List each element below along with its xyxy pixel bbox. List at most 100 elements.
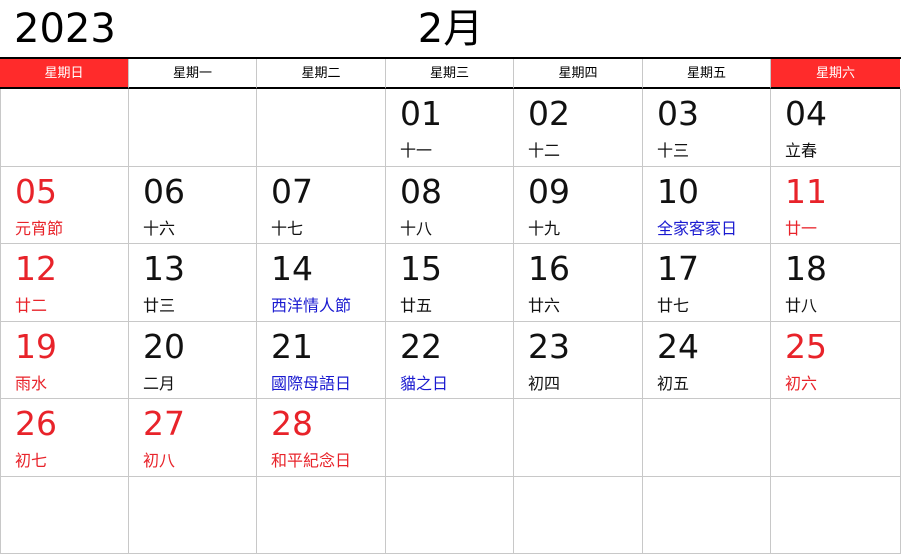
day-cell: 16 廿六 [514, 244, 643, 322]
day-note: 和平紀念日 [271, 451, 352, 470]
day-note: 元宵節 [15, 219, 64, 238]
day-cell: 12 廿二 [0, 244, 129, 322]
day-note: 初四 [528, 374, 561, 393]
day-note: 十三 [657, 141, 690, 160]
day-number: 14 [271, 249, 313, 288]
day-cell: 26 初七 [0, 399, 129, 477]
year: 2023 [14, 6, 116, 52]
day-number: 21 [271, 327, 313, 366]
day-note: 十二 [528, 141, 561, 160]
day-number: 08 [400, 172, 442, 211]
day-note: 雨水 [15, 374, 48, 393]
day-number: 13 [143, 249, 185, 288]
day-note: 十九 [528, 219, 561, 238]
day-number: 01 [400, 94, 442, 133]
day-note: 初七 [15, 451, 48, 470]
day-cell [129, 477, 257, 554]
day-note: 初八 [143, 451, 176, 470]
day-cell: 24 初五 [643, 322, 771, 399]
day-number: 27 [143, 404, 185, 443]
day-cell: 13 廿三 [129, 244, 257, 322]
day-cell: 21 國際母語日 [257, 322, 386, 399]
day-cell: 17 廿七 [643, 244, 771, 322]
day-number: 26 [15, 404, 57, 443]
day-note: 十一 [400, 141, 433, 160]
day-number: 02 [528, 94, 570, 133]
day-cell [771, 477, 901, 554]
weekday-header: 星期六 [771, 59, 900, 89]
day-cell: 14 西洋情人節 [257, 244, 386, 322]
day-note: 十八 [400, 219, 433, 238]
day-cell: 08 十八 [386, 167, 514, 244]
day-cell: 01 十一 [386, 89, 514, 167]
day-cell: 10 全家客家日 [643, 167, 771, 244]
weekday-header: 星期二 [257, 59, 386, 89]
day-cell: 20 二月 [129, 322, 257, 399]
day-cell: 02 十二 [514, 89, 643, 167]
weekday-header: 星期一 [129, 59, 257, 89]
day-number: 05 [15, 172, 57, 211]
day-number: 28 [271, 404, 313, 443]
day-note: 廿七 [657, 296, 690, 315]
day-number: 03 [657, 94, 699, 133]
day-number: 07 [271, 172, 313, 211]
day-number: 17 [657, 249, 699, 288]
day-number: 19 [15, 327, 57, 366]
day-number: 04 [785, 94, 827, 133]
day-note: 十七 [271, 219, 304, 238]
day-number: 23 [528, 327, 570, 366]
day-note: 西洋情人節 [271, 296, 352, 315]
day-cell: 18 廿八 [771, 244, 901, 322]
day-note: 國際母語日 [271, 374, 352, 393]
day-cell [386, 477, 514, 554]
day-note: 全家客家日 [657, 219, 738, 238]
day-cell [0, 477, 129, 554]
day-note: 初六 [785, 374, 818, 393]
day-cell [257, 477, 386, 554]
day-note: 廿八 [785, 296, 818, 315]
day-cell: 15 廿五 [386, 244, 514, 322]
day-cell: 19 雨水 [0, 322, 129, 399]
day-cell [0, 89, 129, 167]
day-number: 20 [143, 327, 185, 366]
day-cell [643, 477, 771, 554]
day-cell: 06 十六 [129, 167, 257, 244]
day-note: 初五 [657, 374, 690, 393]
day-cell: 25 初六 [771, 322, 901, 399]
day-number: 11 [785, 172, 827, 211]
day-cell [386, 399, 514, 477]
day-cell [514, 477, 643, 554]
day-note: 二月 [143, 374, 176, 393]
day-cell: 23 初四 [514, 322, 643, 399]
day-cell: 11 廿一 [771, 167, 901, 244]
day-number: 12 [15, 249, 57, 288]
header-rule [0, 57, 901, 59]
day-note: 廿一 [785, 219, 818, 238]
day-note: 廿五 [400, 296, 433, 315]
day-cell: 27 初八 [129, 399, 257, 477]
day-cell: 07 十七 [257, 167, 386, 244]
day-number: 06 [143, 172, 185, 211]
day-note: 廿六 [528, 296, 561, 315]
day-note: 貓之日 [400, 374, 449, 393]
day-number: 22 [400, 327, 442, 366]
day-cell [771, 399, 901, 477]
day-cell [129, 89, 257, 167]
day-cell: 03 十三 [643, 89, 771, 167]
weekday-header: 星期四 [514, 59, 643, 89]
day-number: 15 [400, 249, 442, 288]
day-number: 16 [528, 249, 570, 288]
day-cell: 28 和平紀念日 [257, 399, 386, 477]
day-cell: 05 元宵節 [0, 167, 129, 244]
day-cell: 09 十九 [514, 167, 643, 244]
day-cell: 22 貓之日 [386, 322, 514, 399]
day-number: 18 [785, 249, 827, 288]
month: 2月 [417, 6, 484, 52]
day-number: 09 [528, 172, 570, 211]
day-cell [257, 89, 386, 167]
day-note: 十六 [143, 219, 176, 238]
weekday-header: 星期五 [643, 59, 771, 89]
day-cell [514, 399, 643, 477]
day-number: 10 [657, 172, 699, 211]
